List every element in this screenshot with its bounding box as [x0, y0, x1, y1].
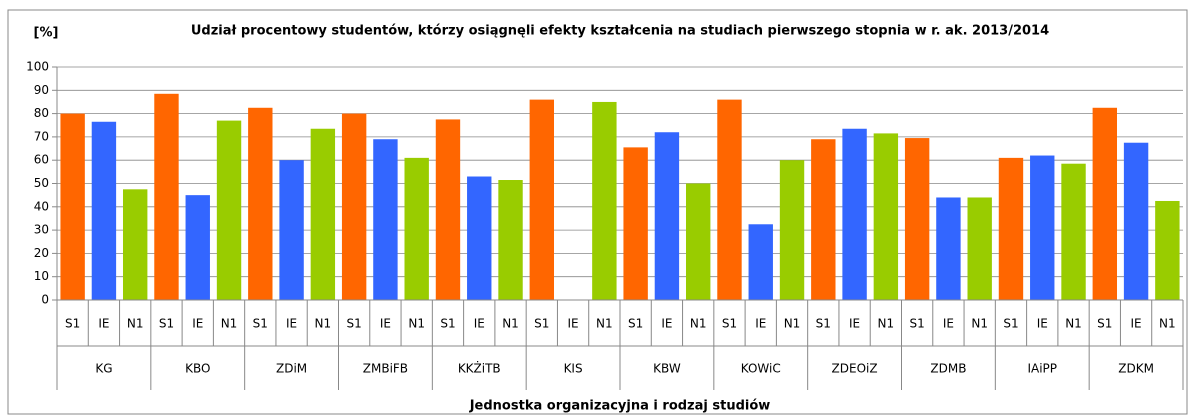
y-tick-label: 10	[34, 269, 49, 283]
bar	[122, 189, 148, 300]
bar	[341, 113, 367, 300]
y-tick-label: 20	[34, 246, 49, 260]
x-group-label: ZDKM	[1118, 362, 1154, 376]
bar	[467, 176, 492, 300]
x-tick-label: N1	[1159, 317, 1176, 331]
x-tick-label: S1	[1003, 317, 1018, 331]
x-tick-label: IE	[943, 317, 954, 331]
y-tick-label: 90	[34, 83, 49, 97]
x-tick-label: N1	[315, 317, 332, 331]
bar	[435, 119, 461, 300]
y-tick-label: 70	[34, 129, 49, 143]
x-group-label: ZDMB	[930, 362, 966, 376]
x-tick-label: IE	[192, 317, 203, 331]
x-group-label: KKŻiTB	[458, 361, 501, 376]
bar	[623, 147, 648, 300]
x-tick-label: N1	[221, 317, 238, 331]
x-tick-label: S1	[253, 317, 268, 331]
x-group-label: KIS	[564, 362, 583, 376]
x-group-label: KOWiC	[741, 362, 781, 376]
bar	[529, 99, 555, 301]
bar	[279, 160, 304, 300]
x-group-label: ZDiM	[276, 362, 307, 376]
bar	[967, 197, 992, 300]
x-tick-label: S1	[910, 317, 925, 331]
x-tick-label: IE	[568, 317, 579, 331]
bar	[904, 138, 930, 300]
y-tick-label: 0	[41, 293, 49, 307]
bar	[248, 107, 273, 301]
bar	[1155, 200, 1180, 300]
x-tick-label: IE	[849, 317, 860, 331]
bar	[373, 139, 398, 300]
x-tick-label: N1	[127, 317, 144, 331]
x-tick-label: IE	[474, 317, 485, 331]
x-group-label: IAiPP	[1027, 362, 1057, 376]
bar	[1123, 142, 1149, 300]
bar	[91, 121, 117, 300]
bar	[873, 133, 899, 300]
bar	[936, 197, 961, 300]
bar	[60, 113, 85, 300]
x-tick-label: S1	[816, 317, 831, 331]
x-tick-label: IE	[1037, 317, 1048, 331]
y-tick-label: 60	[34, 153, 49, 167]
bar	[811, 139, 836, 300]
x-group-label: KBO	[185, 362, 210, 376]
x-tick-label: N1	[408, 317, 425, 331]
bar	[1030, 155, 1055, 300]
x-tick-label: S1	[65, 317, 80, 331]
bar	[748, 224, 773, 300]
x-tick-label: S1	[440, 317, 455, 331]
x-tick-label: S1	[1097, 317, 1112, 331]
x-tick-label: N1	[878, 317, 895, 331]
y-tick-label: 80	[34, 106, 49, 120]
x-tick-label: IE	[1131, 317, 1142, 331]
bar	[1092, 107, 1118, 301]
bar	[717, 99, 742, 301]
y-tick-label: 100	[26, 60, 49, 74]
bar	[154, 93, 179, 300]
x-group-label: KBW	[653, 362, 681, 376]
bar	[310, 128, 336, 300]
x-tick-label: N1	[502, 317, 519, 331]
bar	[842, 128, 867, 300]
bar	[216, 120, 242, 300]
bar	[498, 180, 523, 300]
x-tick-label: N1	[1065, 317, 1082, 331]
bar	[685, 183, 711, 300]
x-tick-label: IE	[661, 317, 672, 331]
bar	[779, 160, 805, 300]
x-tick-label: IE	[286, 317, 297, 331]
x-tick-label: N1	[971, 317, 988, 331]
x-tick-label: IE	[98, 317, 109, 331]
bar	[1061, 163, 1086, 300]
chart-title: Udział procentowy studentów, którzy osią…	[191, 24, 1049, 39]
y-tick-label: 30	[34, 223, 49, 237]
x-axis-label: Jednostka organizacyjna i rodzaj studiów	[469, 399, 771, 414]
bar	[185, 195, 210, 300]
x-tick-label: S1	[628, 317, 643, 331]
x-tick-label: N1	[784, 317, 801, 331]
x-group-label: KG	[95, 362, 112, 376]
bar	[654, 132, 680, 300]
x-tick-label: IE	[380, 317, 391, 331]
bar	[404, 157, 429, 300]
x-tick-label: S1	[722, 317, 737, 331]
x-tick-label: S1	[347, 317, 362, 331]
y-tick-label: 50	[34, 176, 49, 190]
y-axis-label: [%]	[34, 26, 59, 41]
y-tick-label: 40	[34, 199, 49, 213]
x-tick-label: IE	[755, 317, 766, 331]
x-tick-label: S1	[159, 317, 174, 331]
x-tick-label: N1	[596, 317, 613, 331]
x-tick-label: S1	[534, 317, 549, 331]
x-group-label: ZDEOiZ	[832, 362, 878, 376]
bar	[592, 101, 617, 300]
x-group-label: ZMBiFB	[363, 362, 408, 376]
x-tick-label: N1	[690, 317, 707, 331]
bar	[998, 157, 1024, 300]
